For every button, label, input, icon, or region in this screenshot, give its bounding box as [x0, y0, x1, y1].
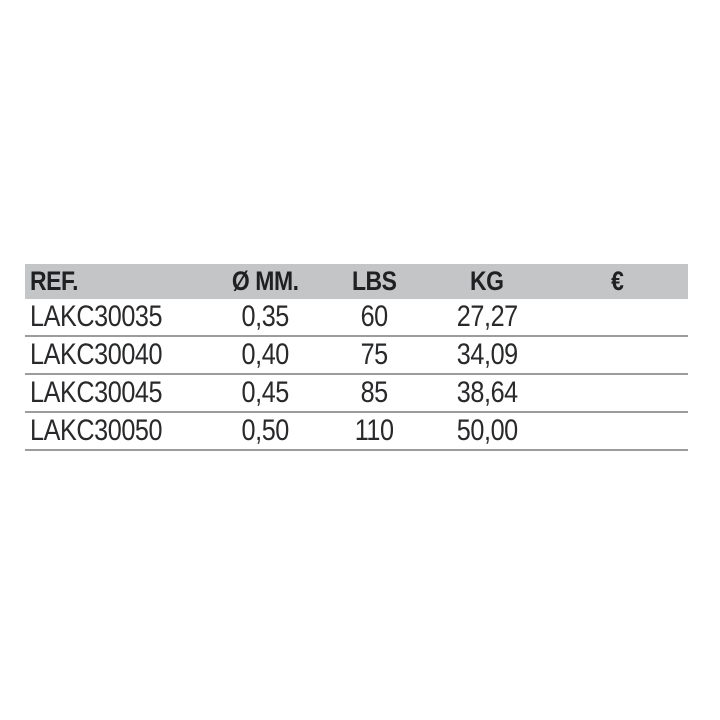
cell-kg: 50,00	[456, 414, 518, 447]
cell-diameter-mm: 0,45	[241, 376, 289, 409]
column-header-kg-label: KG	[470, 266, 504, 296]
cell-lbs: 75	[360, 338, 388, 371]
column-header-euro-label: €	[610, 266, 624, 296]
table-row: LAKC30045 0,45 85 38,64	[25, 375, 688, 413]
cell-diameter-mm: 0,40	[241, 338, 289, 371]
table-row: LAKC30035 0,35 60 27,27	[25, 299, 688, 337]
cell-lbs: 60	[360, 300, 388, 333]
cell-ref: LAKC30050	[30, 414, 163, 447]
cell-lbs: 110	[354, 414, 394, 447]
cell-lbs: 85	[360, 376, 388, 409]
column-header-lbs: LBS	[320, 266, 428, 297]
column-header-ref-label: REF.	[30, 266, 79, 296]
product-spec-table: REF. Ø MM. LBS KG € LAKC30035 0,35 60 27…	[25, 264, 688, 451]
cell-kg: 27,27	[456, 300, 518, 333]
column-header-ref: REF.	[25, 266, 210, 297]
column-header-diameter-mm: Ø MM.	[210, 266, 320, 297]
column-header-diameter-mm-label: Ø MM.	[231, 266, 299, 296]
table-header-row: REF. Ø MM. LBS KG €	[25, 264, 688, 299]
column-header-euro: €	[546, 266, 688, 297]
cell-euro-price	[546, 308, 688, 326]
table-row: LAKC30040 0,40 75 34,09	[25, 337, 688, 375]
column-header-lbs-label: LBS	[351, 266, 397, 296]
cell-diameter-mm: 0,35	[241, 300, 289, 333]
table-row: LAKC30050 0,50 110 50,00	[25, 413, 688, 451]
table-body: LAKC30035 0,35 60 27,27 LAKC30040 0,40 7…	[25, 299, 688, 451]
cell-ref: LAKC30040	[30, 338, 163, 371]
cell-ref: LAKC30045	[30, 376, 163, 409]
column-header-kg: KG	[428, 266, 546, 297]
cell-euro-price	[546, 346, 688, 364]
cell-kg: 34,09	[456, 338, 518, 371]
cell-euro-price	[546, 384, 688, 402]
cell-euro-price	[546, 422, 688, 440]
cell-diameter-mm: 0,50	[241, 414, 289, 447]
cell-kg: 38,64	[456, 376, 518, 409]
cell-ref: LAKC30035	[30, 300, 163, 333]
